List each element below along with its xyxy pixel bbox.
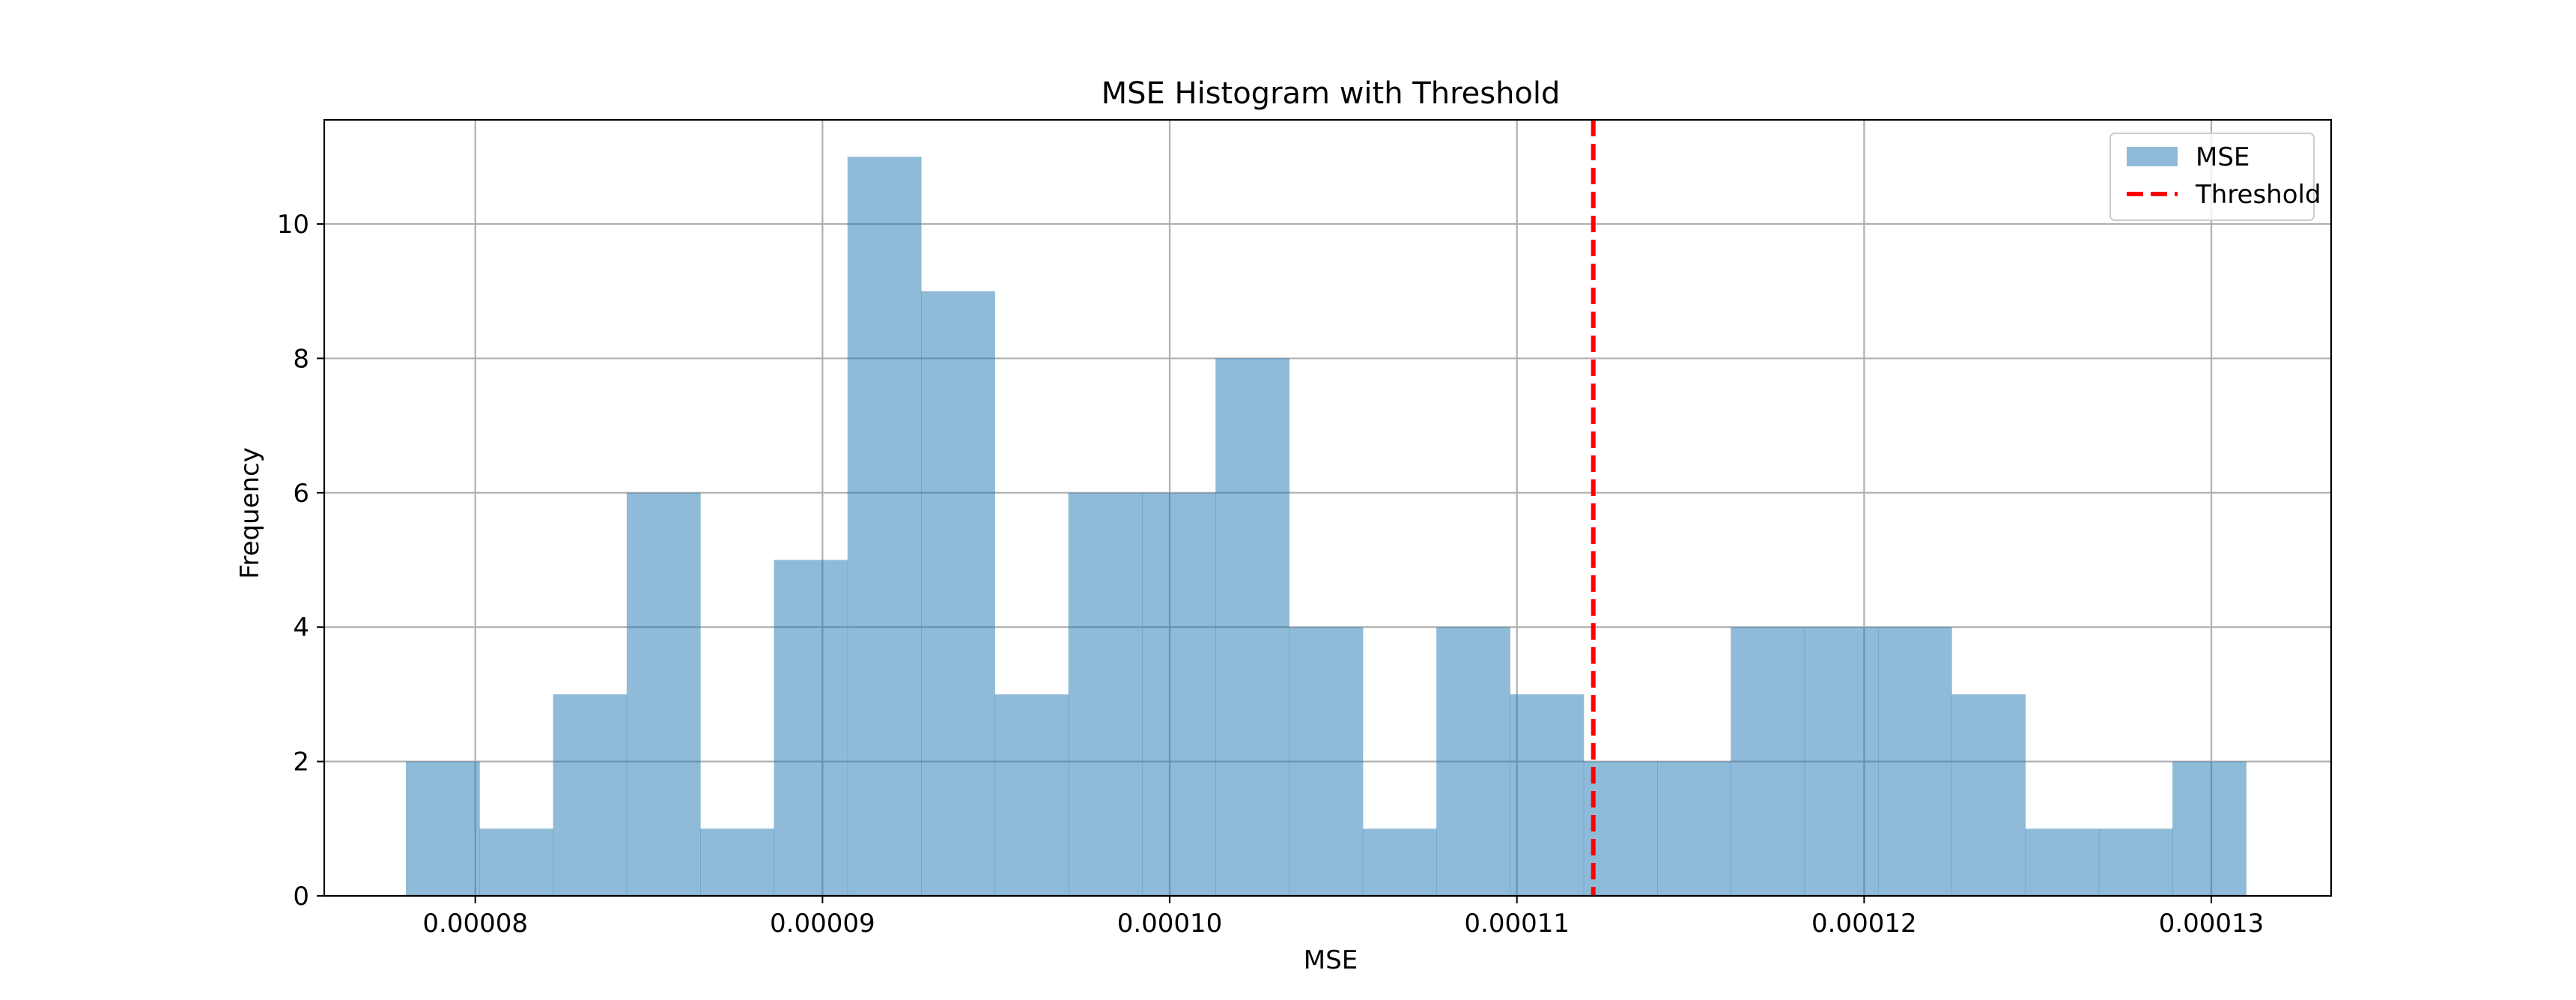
y-tick-label-5: 10 (277, 210, 309, 240)
x-tick-label-3: 0.00011 (1464, 909, 1570, 939)
legend-mse-label: MSE (2196, 142, 2250, 172)
x-axis-label: MSE (1304, 945, 1358, 975)
x-tick-label-1: 0.00009 (770, 909, 875, 939)
histogram-bar-16 (1583, 761, 1658, 896)
x-axis-ticks: 0.00008 0.00009 0.00010 0.00011 0.00012 0.000… (422, 896, 2264, 939)
y-tick-label-1: 2 (293, 748, 309, 778)
x-tick-label-0: 0.00008 (422, 909, 528, 939)
histogram-bar-14 (1436, 627, 1510, 896)
histogram-bar-20 (1877, 627, 1952, 896)
histogram-bar-7 (921, 291, 995, 896)
histogram-bar-13 (1362, 828, 1437, 896)
histogram-bar-9 (1068, 492, 1143, 896)
legend-mse-patch (2127, 147, 2178, 166)
y-tick-label-3: 6 (293, 479, 309, 509)
histogram-bar-22 (2025, 828, 2100, 896)
histogram-bar-8 (994, 694, 1069, 896)
histogram-bar-10 (1141, 492, 1216, 896)
histogram-bars (405, 157, 2247, 897)
histogram-bar-2 (553, 694, 628, 896)
histogram-bar-6 (847, 157, 922, 897)
histogram-bar-17 (1657, 761, 1731, 896)
y-tick-label-4: 8 (293, 344, 309, 374)
histogram-bar-3 (626, 492, 701, 896)
histogram-bar-23 (2098, 828, 2173, 896)
histogram-bar-15 (1510, 694, 1585, 896)
histogram-bar-11 (1215, 358, 1290, 896)
histogram-bar-4 (700, 828, 774, 896)
legend-threshold-label: Threshold (2195, 180, 2321, 210)
histogram-bar-19 (1804, 627, 1879, 896)
y-tick-label-0: 0 (293, 882, 309, 912)
histogram-bar-1 (479, 828, 554, 896)
x-tick-label-4: 0.00012 (1811, 909, 1917, 939)
histogram-bar-21 (1951, 694, 2026, 896)
y-axis-label: Frequency (235, 447, 265, 579)
legend: MSE Threshold (2109, 133, 2321, 221)
x-tick-label-5: 0.00013 (2159, 909, 2264, 939)
histogram-bar-18 (1731, 627, 1805, 896)
histogram-bar-0 (405, 761, 480, 896)
x-tick-label-2: 0.00010 (1117, 909, 1223, 939)
y-axis-ticks: 0 2 4 6 8 10 (277, 210, 324, 912)
histogram-bar-24 (2172, 761, 2247, 896)
histogram-bar-5 (774, 560, 848, 896)
plot-frame (323, 118, 2333, 897)
y-tick-label-2: 4 (293, 613, 309, 643)
histogram-bar-12 (1289, 627, 1364, 896)
chart-title: MSE Histogram with Threshold (1102, 76, 1561, 111)
